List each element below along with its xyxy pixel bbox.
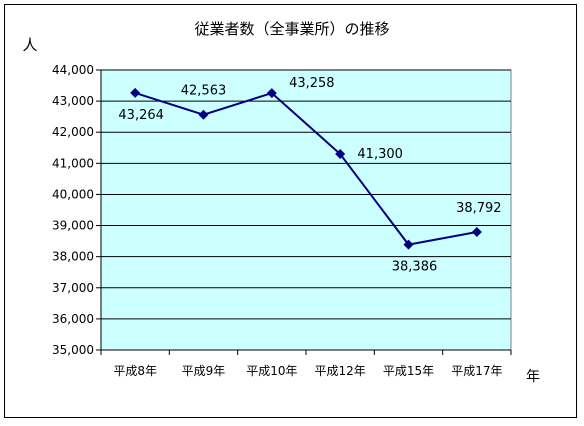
y-tick-label: 38,000: [52, 250, 94, 264]
y-tick-label: 43,000: [52, 94, 94, 108]
data-point-marker: [471, 227, 482, 238]
data-label: 43,258: [289, 76, 335, 91]
data-label: 38,792: [456, 201, 502, 216]
y-tick-label: 35,000: [52, 343, 94, 357]
data-markers: [130, 87, 482, 250]
x-tick-label: 平成10年: [246, 364, 297, 378]
y-tick-label: 41,000: [52, 156, 94, 170]
y-tick-label: 44,000: [52, 63, 94, 77]
x-tick-label: 平成17年: [451, 364, 502, 378]
grid-lines: [96, 69, 512, 355]
data-labels: 43,264 42,563 43,258 41,300 38,386 38,792: [118, 76, 501, 275]
y-tick-label: 40,000: [52, 187, 94, 201]
x-tick-label: 平成12年: [315, 364, 366, 378]
y-axis-unit-label: 人: [22, 36, 37, 54]
y-tick-label: 39,000: [52, 219, 94, 233]
data-label: 38,386: [392, 260, 438, 275]
data-label: 42,563: [181, 84, 227, 99]
data-point-marker: [403, 239, 414, 250]
data-point-marker: [266, 88, 277, 99]
x-tick-label: 平成15年: [383, 364, 434, 378]
x-tick-label: 平成9年: [182, 364, 226, 378]
data-label: 43,264: [118, 108, 164, 123]
data-point-marker: [198, 109, 209, 120]
data-point-marker: [130, 87, 141, 98]
y-tick-label: 36,000: [52, 312, 94, 326]
y-tick-label: 42,000: [52, 125, 94, 139]
data-point-marker: [335, 149, 346, 159]
x-tick-label: 平成8年: [113, 364, 157, 378]
series-line: [134, 91, 478, 246]
y-tick-label: 37,000: [52, 281, 94, 295]
chart-title: 従業者数（全事業所）の推移: [194, 20, 389, 38]
data-label: 41,300: [357, 147, 403, 162]
x-tick-labels: 平成8年 平成9年 平成10年 平成12年 平成15年 平成17年: [113, 364, 502, 378]
y-tick-labels: 35,000 36,000 37,000 38,000 39,000 40,000 41,0…: [52, 63, 94, 357]
x-axis-unit-label: 年: [526, 369, 540, 385]
plot-area: [100, 69, 512, 351]
